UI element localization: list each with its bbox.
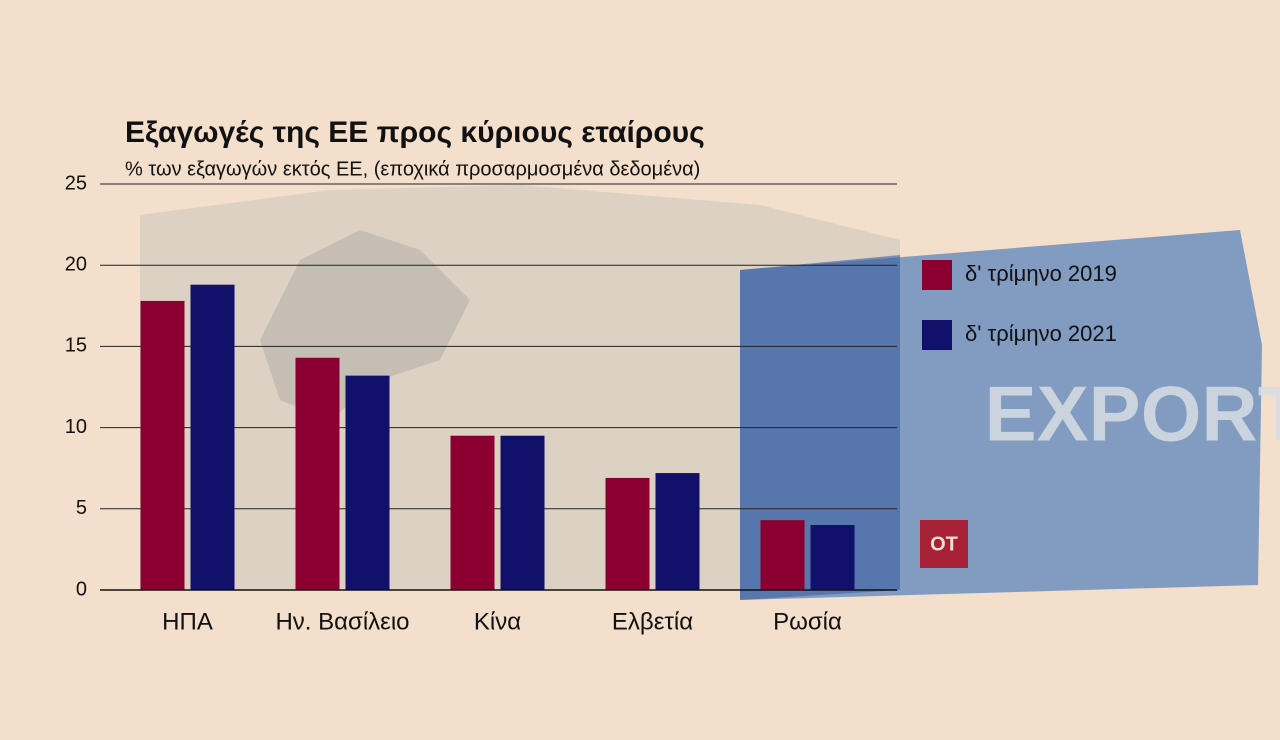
bar [810,525,855,590]
bar [140,300,185,590]
legend-label: δ' τρίμηνο 2021 [965,321,1117,346]
legend-swatch [922,260,952,290]
container-text: EXPORT [985,370,1280,458]
bar [295,357,340,590]
logo-box [920,520,968,568]
bar [655,473,700,590]
bar [760,520,805,590]
y-tick-label: 10 [65,416,87,438]
legend-swatch [922,320,952,350]
y-tick-label: 5 [76,497,87,519]
y-tick-label: 0 [76,578,87,600]
bar [345,375,390,590]
y-tick-label: 20 [65,253,87,275]
x-tick-label: Ην. Βασίλειο [275,608,409,635]
x-tick-label: ΗΠΑ [162,608,213,635]
y-tick-label: 15 [65,335,87,357]
x-tick-label: Κίνα [474,608,521,635]
chart-subtitle: % των εξαγωγών εκτός ΕΕ, (εποχικά προσαρ… [125,158,700,180]
x-tick-label: Ρωσία [773,608,842,635]
y-tick-label: 25 [65,172,87,194]
bar [190,284,235,590]
bar [500,435,545,590]
x-tick-label: Ελβετία [612,608,693,635]
bar [605,477,650,590]
bar [450,435,495,590]
chart-title: Εξαγωγές της ΕΕ προς κύριους εταίρους [125,116,705,149]
legend-label: δ' τρίμηνο 2019 [965,261,1117,286]
logo: OT [930,533,958,555]
